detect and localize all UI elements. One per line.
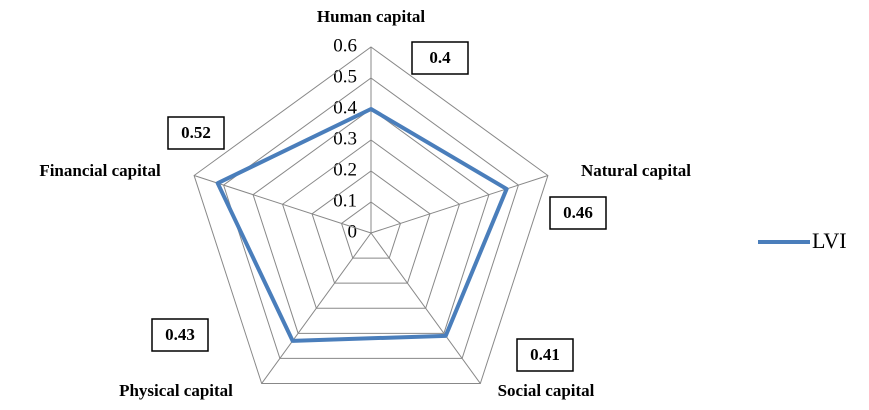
category-label: Human capital	[317, 7, 425, 26]
spoke	[261, 232, 372, 384]
r-tick-label: 0.5	[333, 66, 357, 87]
spoke	[193, 175, 372, 234]
r-tick-label: 0.2	[333, 159, 357, 180]
category-label: Physical capital	[119, 381, 233, 400]
data-label: 0.41	[530, 345, 560, 364]
r-tick-label: 0.3	[333, 128, 357, 149]
data-label: 0.4	[429, 48, 451, 67]
data-label-box	[549, 196, 607, 230]
legend-label: LVI	[812, 228, 847, 253]
series-line	[215, 107, 509, 343]
category-label: Social capital	[498, 381, 595, 400]
grid-ring	[252, 108, 490, 334]
data-label: 0.46	[563, 203, 593, 222]
category-label: Financial capital	[39, 161, 161, 180]
data-label-box	[411, 41, 469, 75]
r-tick-label: 0.4	[333, 97, 357, 118]
grid-ring	[340, 201, 402, 259]
r-tick-label: 0	[348, 221, 358, 242]
data-label-box	[167, 116, 225, 150]
category-label: Natural capital	[581, 161, 691, 180]
data-label: 0.52	[181, 123, 211, 142]
grid-ring	[311, 170, 431, 284]
data-label: 0.43	[165, 325, 195, 344]
spoke	[370, 232, 481, 384]
data-label-box	[151, 318, 209, 352]
grid-ring	[281, 139, 461, 309]
grid-ring	[193, 46, 549, 384]
r-tick-label: 0.1	[333, 190, 357, 211]
spoke	[370, 175, 549, 234]
r-tick-label: 0.6	[333, 35, 357, 56]
data-label-box	[516, 338, 574, 372]
